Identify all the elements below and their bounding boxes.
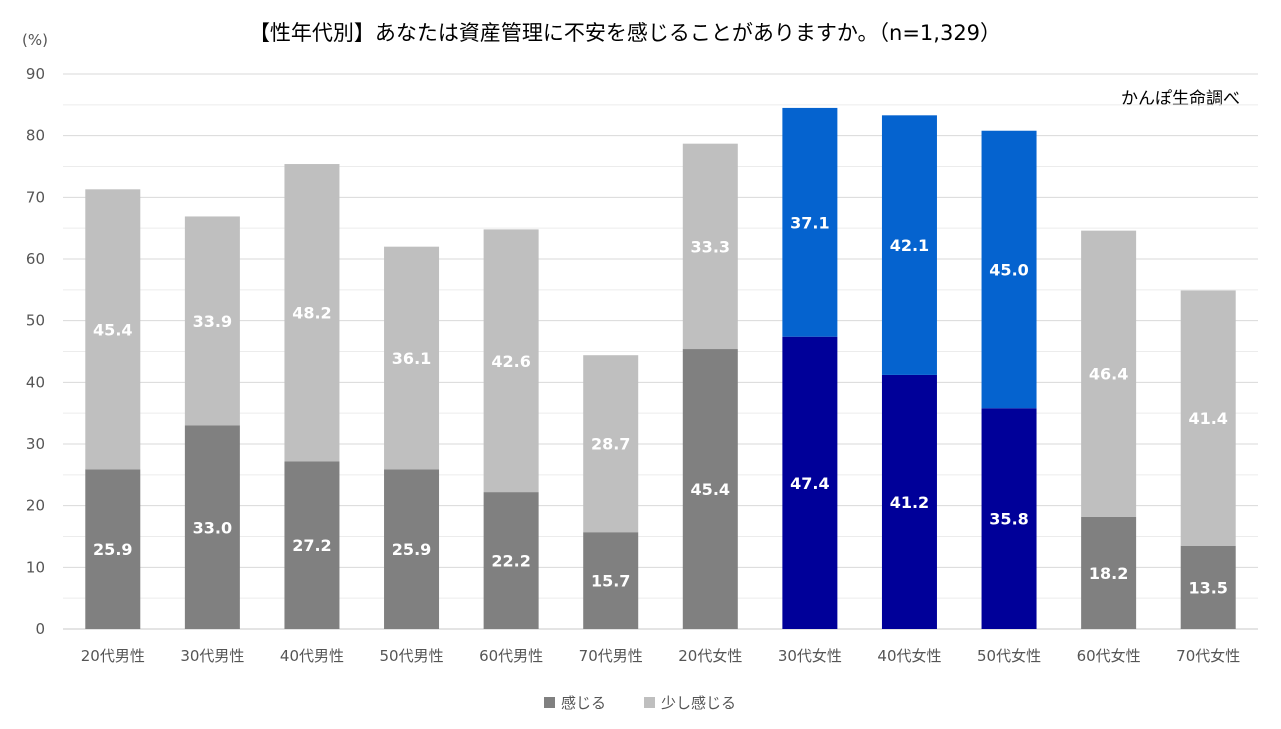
bar-segment xyxy=(782,336,838,629)
legend-label: 感じる xyxy=(561,694,606,712)
y-axis-unit: (%) xyxy=(22,31,48,49)
x-tick-label: 60代女性 xyxy=(1077,647,1141,665)
y-tick-label: 90 xyxy=(26,65,45,83)
data-label: 48.2 xyxy=(292,304,331,323)
x-tick-label: 30代女性 xyxy=(778,647,842,665)
x-tick-label: 20代男性 xyxy=(81,647,145,665)
legend-swatch xyxy=(644,697,655,708)
y-tick-label: 30 xyxy=(26,435,45,453)
x-tick-label: 70代女性 xyxy=(1176,647,1240,665)
y-tick-label: 20 xyxy=(26,497,45,515)
bar-segment xyxy=(682,349,738,629)
legend-label: 少し感じる xyxy=(661,694,736,712)
bar-segment xyxy=(184,425,240,629)
bar-segment xyxy=(1081,516,1137,629)
x-axis: 20代男性 30代男性 40代男性 50代男性 60代男性 70代男性 20代女性 30代女性… xyxy=(81,647,1241,665)
bar-segment xyxy=(981,408,1037,629)
data-label: 42.6 xyxy=(491,352,530,371)
source-note: かんぽ生命調べ xyxy=(1121,89,1240,109)
gridlines xyxy=(63,73,1258,630)
x-tick-label: 20代女性 xyxy=(678,647,742,665)
data-label: 25.9 xyxy=(392,540,431,559)
bar-segment xyxy=(981,130,1037,409)
bar-segment xyxy=(1180,290,1236,546)
data-label: 45.4 xyxy=(691,480,730,499)
legend-swatch xyxy=(544,697,555,708)
legend: 感じる 少し感じる xyxy=(544,694,736,712)
data-label: 22.2 xyxy=(491,552,530,571)
y-tick-label: 50 xyxy=(26,312,45,330)
data-label: 41.2 xyxy=(890,493,929,512)
data-label: 36.1 xyxy=(392,349,431,368)
bar-segment xyxy=(583,532,639,629)
data-label: 33.0 xyxy=(193,518,232,537)
data-label: 13.5 xyxy=(1188,578,1227,597)
data-label: 42.1 xyxy=(890,236,929,255)
y-tick-label: 80 xyxy=(26,127,45,145)
bar-segment xyxy=(384,469,440,629)
bar-segment xyxy=(483,492,539,629)
x-tick-label: 40代女性 xyxy=(877,647,941,665)
data-label: 18.2 xyxy=(1089,564,1128,583)
data-label: 37.1 xyxy=(790,213,829,232)
bar-segment xyxy=(881,374,937,629)
x-tick-label: 60代男性 xyxy=(479,647,543,665)
bar-segment xyxy=(384,246,440,470)
y-tick-label: 60 xyxy=(26,250,45,268)
data-label: 35.8 xyxy=(989,510,1028,529)
y-axis: 0 10 20 30 40 50 60 70 80 90 xyxy=(26,65,45,638)
data-label: 27.2 xyxy=(292,536,331,555)
x-tick-label: 40代男性 xyxy=(280,647,344,665)
bar-segment xyxy=(284,461,340,629)
x-tick-label: 50代女性 xyxy=(977,647,1041,665)
data-label: 28.7 xyxy=(591,435,630,454)
bar-segment xyxy=(85,469,141,629)
data-label: 45.4 xyxy=(93,320,132,339)
y-tick-label: 70 xyxy=(26,188,45,206)
chart-title: 【性年代別】あなたは資産管理に不安を感じることがありますか。（n=1,329） xyxy=(249,21,1001,45)
bar-segment xyxy=(1081,230,1137,517)
bar-segment xyxy=(782,107,838,337)
data-label: 47.4 xyxy=(790,474,829,493)
x-tick-label: 30代男性 xyxy=(180,647,244,665)
data-label: 33.3 xyxy=(691,237,730,256)
bar-segment xyxy=(583,355,639,533)
y-tick-label: 40 xyxy=(26,373,45,391)
bar-segment xyxy=(284,164,340,462)
data-label: 33.9 xyxy=(193,312,232,331)
bar-segment xyxy=(682,143,738,350)
data-label: 15.7 xyxy=(591,572,630,591)
x-tick-label: 50代男性 xyxy=(379,647,443,665)
y-tick-label: 0 xyxy=(35,620,45,638)
bar-segment xyxy=(85,189,141,470)
bar-segment xyxy=(881,115,937,375)
data-label: 25.9 xyxy=(93,540,132,559)
data-label: 46.4 xyxy=(1089,365,1128,384)
x-tick-label: 70代男性 xyxy=(579,647,643,665)
bar-segment xyxy=(184,216,240,426)
bar-segment xyxy=(483,229,539,493)
y-tick-label: 10 xyxy=(26,558,45,576)
bar-segment xyxy=(1180,545,1236,629)
bars: 25.9 45.4 33.0 33.9 27.2 48.2 25.9 36.1 22.2 42.6… xyxy=(85,107,1236,629)
data-label: 41.4 xyxy=(1188,409,1227,428)
data-label: 45.0 xyxy=(989,260,1028,279)
